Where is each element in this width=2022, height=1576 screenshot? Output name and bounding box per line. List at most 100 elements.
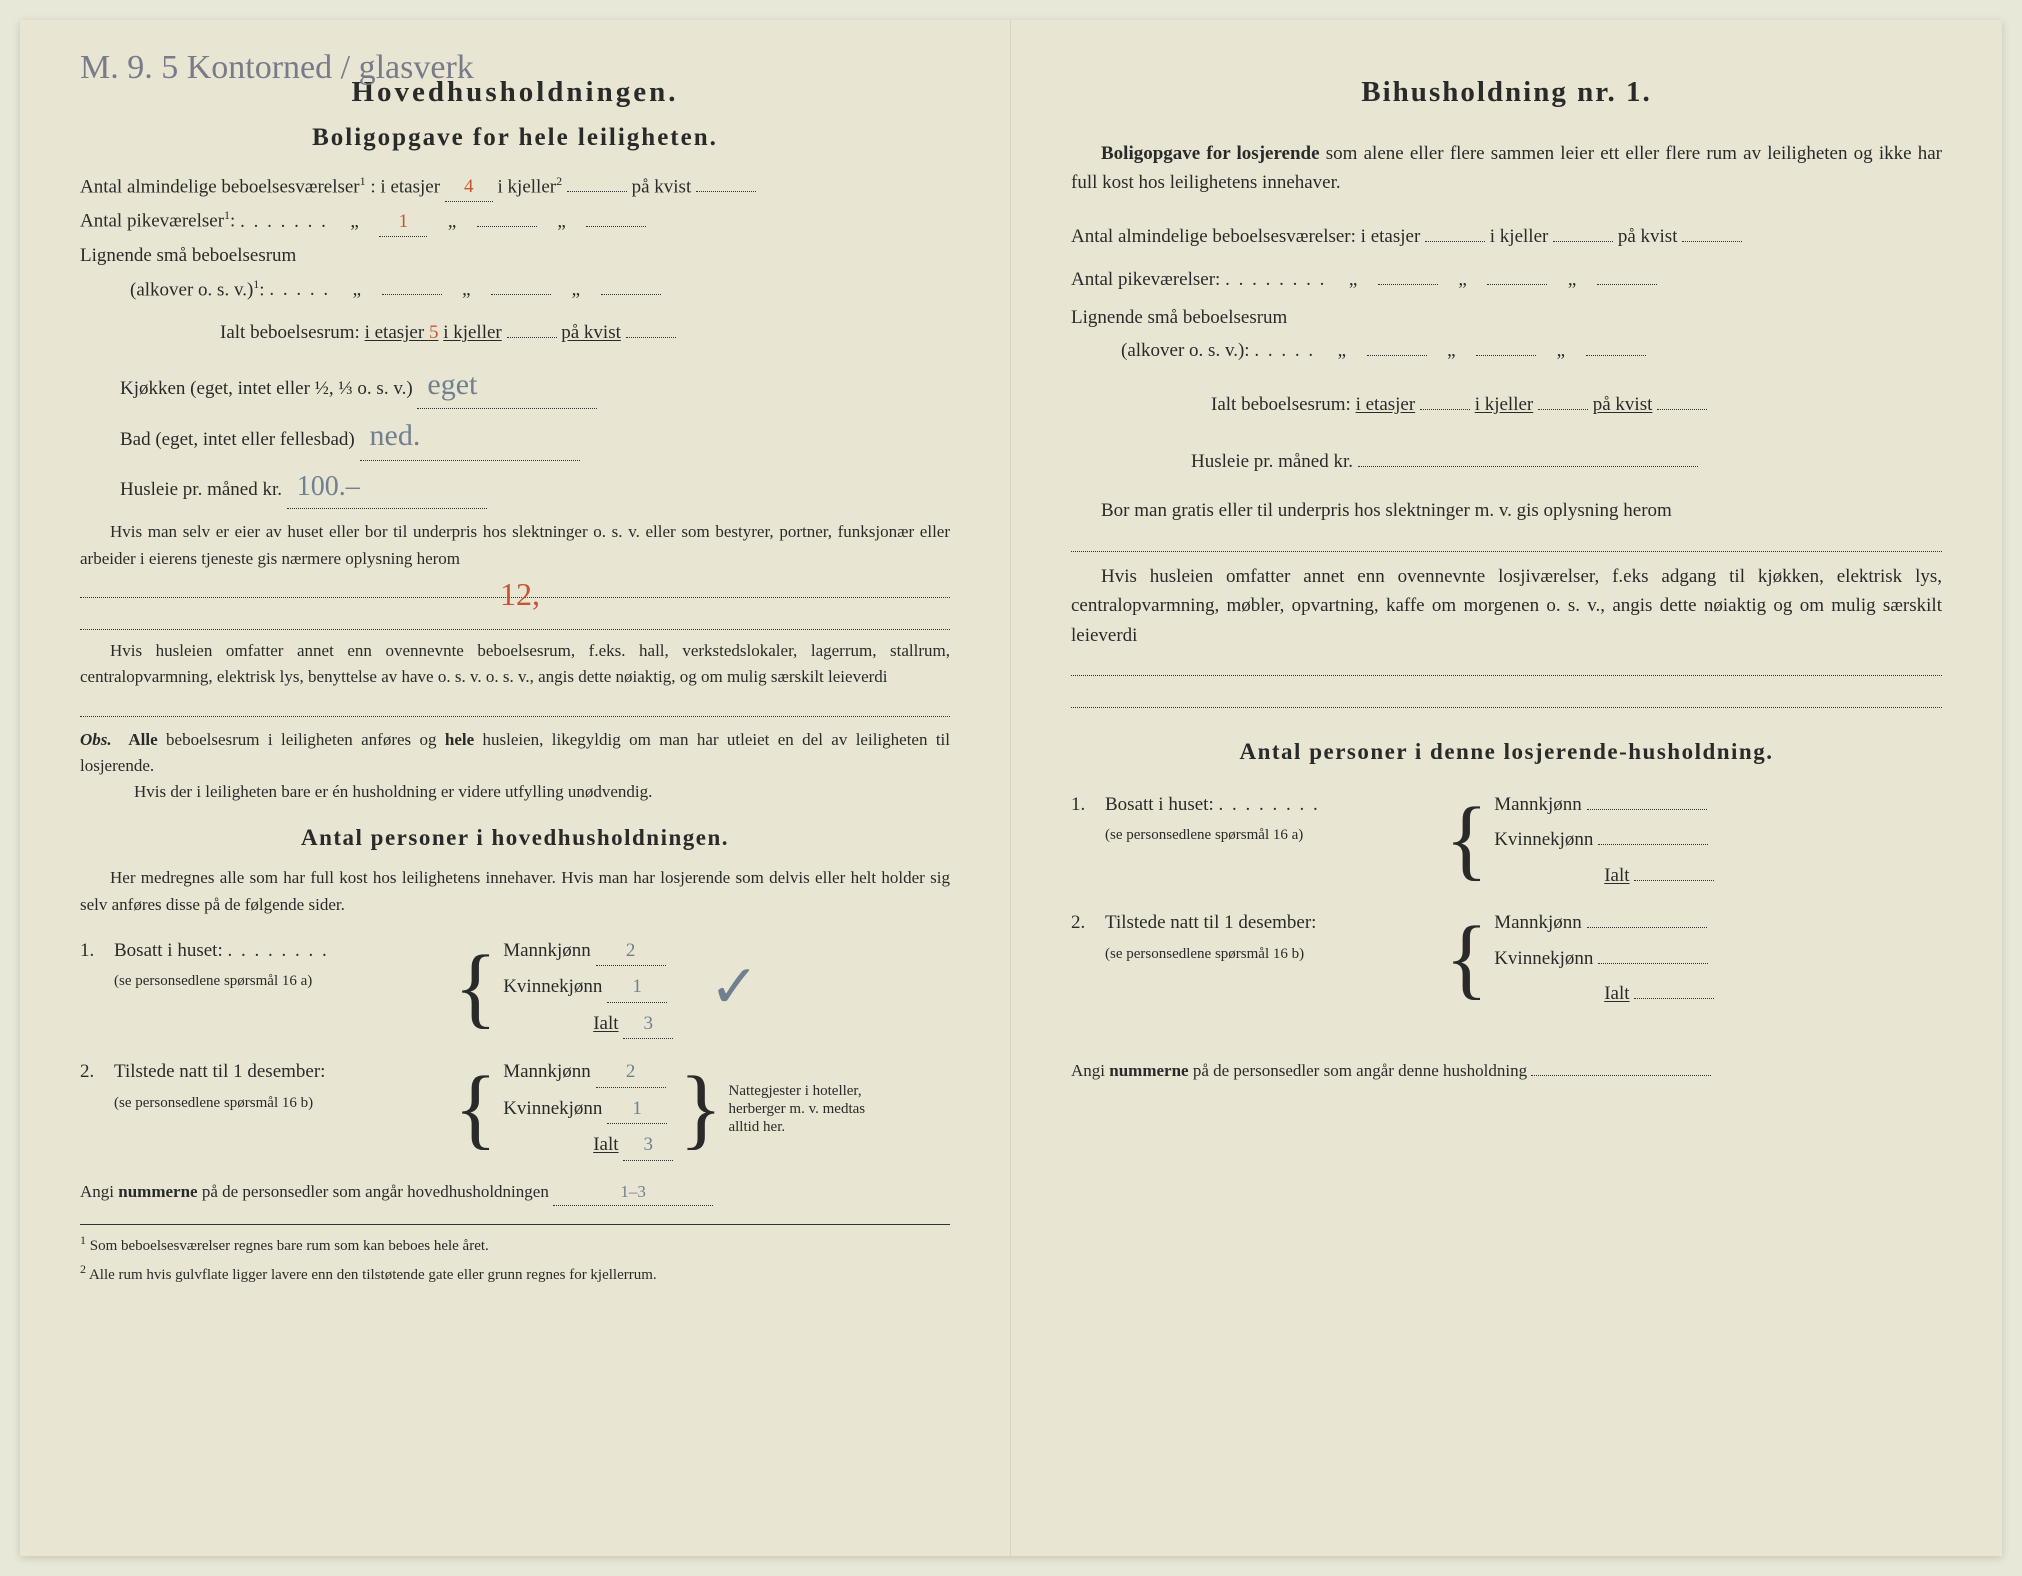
lead-para-right: Boligopgave for losjerende som alene ell… (1071, 139, 1942, 198)
r-label-almindelige: Antal almindelige beboelsesværelser: i e… (1071, 226, 1420, 247)
r-label-kjeller: i kjeller (1490, 226, 1549, 247)
r-blank-a3 (1586, 355, 1646, 356)
r-blank-kjeller (1553, 241, 1613, 242)
label-ialt-beb: Ialt beboelsesrum: (220, 322, 360, 343)
blank-bad: ned. (360, 413, 580, 461)
item-2-left: 2. Tilstede natt til 1 desember: (se per… (80, 1057, 950, 1160)
blank-kjokken: eget (417, 362, 597, 410)
r-blank-husleie (1358, 466, 1698, 467)
r-bk2 (1598, 963, 1708, 964)
item1-bracket: { Mannkjønn 2 Kvinnekjønn 1 Ialt 3 ✓ (454, 936, 760, 1039)
blank-pike-etasjer: 1 (379, 207, 427, 237)
r-para1: Bor man gratis eller til underpris hos s… (1071, 496, 1942, 525)
footnote-1: 1 Som beboelsesværelser regnes bare rum … (80, 1231, 950, 1258)
v-kvin-1: 1 (632, 976, 642, 997)
line-bad: Bad (eget, intet eller fellesbad) ned. (80, 413, 950, 461)
r-item2-num: 2. (1071, 908, 1095, 937)
item2-num: 2. (80, 1057, 104, 1086)
r-label-pike: Antal pikeværelser: (1071, 269, 1220, 290)
right-page: Bihusholdning nr. 1. Boligopgave for los… (1011, 20, 2002, 1556)
r-ruled-3 (1071, 684, 1942, 708)
r-blank-p3 (1597, 284, 1657, 285)
blank-kvist-1 (696, 191, 756, 192)
line-ialt-beboelsesrum: Ialt beboelsesrum: i etasjer 5 i kjeller… (80, 318, 950, 347)
r-lbl-ialt-1: Ialt (1604, 865, 1629, 886)
value-etasjer-4: 4 (464, 176, 474, 197)
label-pike: Antal pikeværelser (80, 211, 224, 232)
item1-num: 1. (80, 936, 104, 965)
v-mann-1: 2 (626, 940, 636, 961)
r-ruled-2 (1071, 652, 1942, 676)
dots-pike (240, 211, 335, 232)
blank-ialt-kv (626, 337, 676, 338)
annotation-red-12: 12, (500, 570, 540, 620)
obs-hele: hele (445, 730, 474, 749)
r-u-kjeller: i kjeller (1475, 394, 1534, 415)
lbl-ialt-1: Ialt (593, 1013, 618, 1034)
r-item1-sub: (se personsedlene spørsmål 16 a) (1105, 827, 1303, 843)
lbl-kvin-1: Kvinnekjønn (503, 976, 602, 997)
label-etasjer: : i etasjer (370, 176, 440, 197)
item2-sub: (se personsedlene spørsmål 16 b) (114, 1095, 313, 1111)
dots-item1 (227, 940, 328, 961)
blank-kjeller-1 (567, 191, 627, 192)
side-note: Nattegjester i hoteller, herberger m. v.… (728, 1082, 878, 1136)
fn2-num: 2 (80, 1262, 86, 1276)
label-kjokken: Kjøkken (eget, intet eller ½, ⅓ o. s. v.… (120, 378, 413, 399)
title-main-right: Bihusholdning nr. 1. (1071, 70, 1942, 115)
obs-label: Obs. (80, 730, 112, 749)
item2-bracket: { Mannkjønn 2 Kvinnekjønn 1 Ialt 3 } Nat… (454, 1057, 878, 1160)
ditto-6: „ (556, 275, 596, 304)
r-lbl-mann-2: Mannkjønn (1494, 912, 1582, 933)
r-blank-etasjer (1425, 241, 1485, 242)
u-kvist: på kvist (561, 322, 621, 343)
line-alkover: (alkover o. s. v.)1: „ „ „ (80, 275, 950, 305)
r-label-kvist: på kvist (1618, 226, 1678, 247)
ditto-3: „ (542, 207, 582, 236)
r-bi1 (1634, 880, 1714, 881)
r-line-lignende: Lignende små beboelsesrum (1071, 303, 1942, 332)
label-kjeller: i kjeller (498, 176, 557, 197)
r-line-ialt: Ialt beboelsesrum: i etasjer i kjeller p… (1071, 390, 1942, 419)
label-alkover: (alkover o. s. v.) (130, 279, 253, 300)
r-angi-line: Angi nummerne på de personsedler som ang… (1071, 1058, 1942, 1084)
r-dots-pike (1225, 269, 1333, 290)
blank-ialt-kj (507, 337, 557, 338)
r-item2-values: Mannkjønn Kvinnekjønn Ialt (1494, 908, 1714, 1008)
value-ialt-5: 5 (429, 322, 439, 343)
fn1-num: 1 (80, 1233, 86, 1247)
r-item1-values: Mannkjønn Kvinnekjønn Ialt (1494, 790, 1714, 890)
dots-alkover (269, 279, 337, 300)
r-lbl-mann-1: Mannkjønn (1494, 794, 1582, 815)
blank-etasjer-1: 4 (445, 172, 493, 202)
r-blank-kvist (1682, 241, 1742, 242)
item-1-left: 1. Bosatt i huset: (se personsedlene spø… (80, 936, 950, 1039)
document-spread: M. 9. 5 Kontorned / glasverk Hovedhushol… (20, 20, 2002, 1556)
sup-2a: 2 (556, 174, 562, 188)
r-line-pike: Antal pikeværelser: „ „ „ (1071, 265, 1942, 294)
r-ditto-4: „ (1322, 336, 1362, 365)
item1-label: Bosatt i huset: (114, 940, 223, 961)
r-blank-p1 (1378, 284, 1438, 285)
r-dots-alkover (1254, 340, 1322, 361)
r-item2-label-wrap: Tilstede natt til 1 desember: (se person… (1105, 908, 1435, 967)
line-kjokken: Kjøkken (eget, intet eller ½, ⅓ o. s. v.… (80, 362, 950, 410)
r-ditto-2: „ (1443, 265, 1483, 294)
item1-values: Mannkjønn 2 Kvinnekjønn 1 Ialt 3 (503, 936, 673, 1039)
r-bracket-2: { (1445, 927, 1488, 990)
r-item2-bracket: { Mannkjønn Kvinnekjønn Ialt (1445, 908, 1714, 1008)
r-para2: Hvis husleien omfatter annet enn ovennev… (1071, 562, 1942, 650)
r-ditto-3: „ (1552, 265, 1592, 294)
fn1-text: Som beboelsesværelser regnes bare rum so… (90, 1238, 489, 1254)
lbl-ialt-2: Ialt (593, 1134, 618, 1155)
bracket-2b: } (679, 1077, 722, 1140)
bracket-1: { (454, 956, 497, 1019)
r-bracket-1: { (1445, 808, 1488, 871)
r-item-1: 1. Bosatt i huset: (se personsedlene spø… (1071, 790, 1942, 890)
section-intro-left: Her medregnes alle som har full kost hos… (80, 865, 950, 918)
r-lbl-kvin-1: Kvinnekjønn (1494, 829, 1593, 850)
angi-line-left: Angi nummerne på de personsedler som ang… (80, 1179, 950, 1206)
item2-label: Tilstede natt til 1 desember: (114, 1061, 325, 1082)
u-etasjer: i etasjer 5 (365, 322, 439, 343)
bracket-2: { (454, 1077, 497, 1140)
